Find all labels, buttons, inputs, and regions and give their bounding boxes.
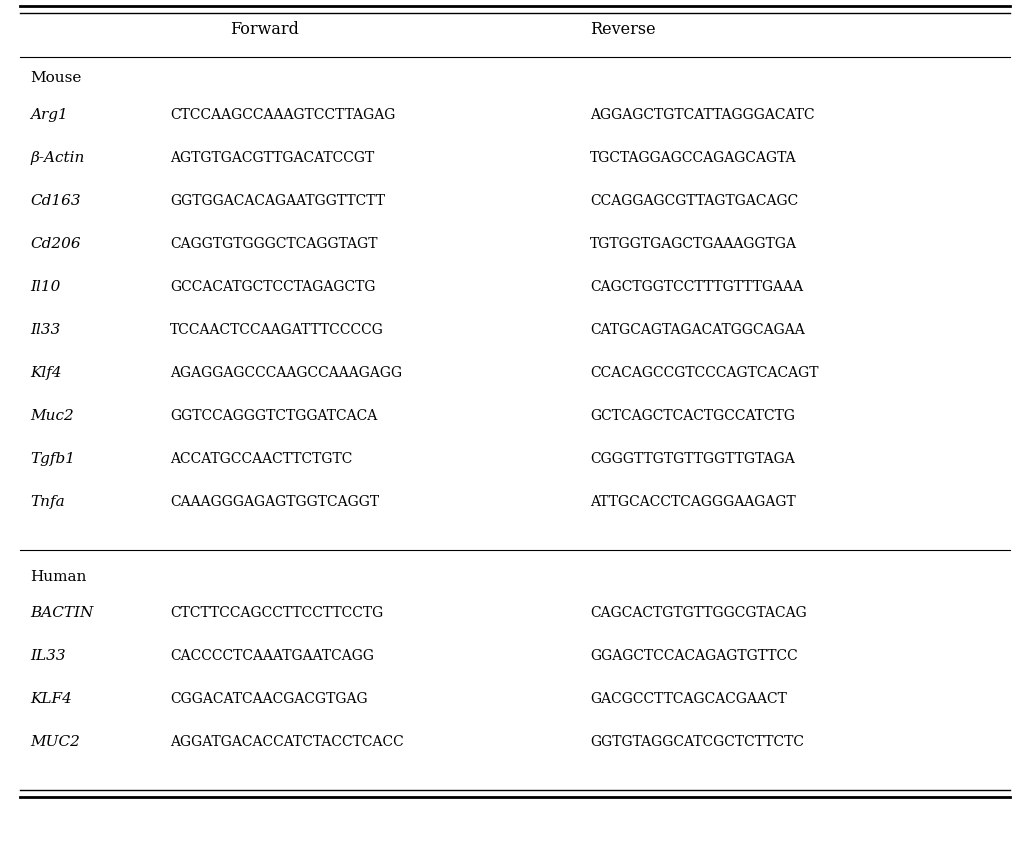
Text: TGCTAGGAGCCAGAGCAGTA: TGCTAGGAGCCAGAGCAGTA xyxy=(590,151,796,165)
Text: GCTCAGCTCACTGCCATCTG: GCTCAGCTCACTGCCATCTG xyxy=(590,409,795,423)
Text: TGTGGTGAGCTGAAAGGTGA: TGTGGTGAGCTGAAAGGTGA xyxy=(590,237,797,251)
Text: GGTGGACACAGAATGGTTCTT: GGTGGACACAGAATGGTTCTT xyxy=(170,194,385,208)
Text: AGGATGACACCATCTACCTCACC: AGGATGACACCATCTACCTCACC xyxy=(170,735,404,749)
Text: GGAGCTCCACAGAGTGTTCC: GGAGCTCCACAGAGTGTTCC xyxy=(590,649,797,663)
Text: CAGGTGTGGGCTCAGGTAGT: CAGGTGTGGGCTCAGGTAGT xyxy=(170,237,377,251)
Text: Cd206: Cd206 xyxy=(30,237,81,251)
Text: CATGCAGTAGACATGGCAGAA: CATGCAGTAGACATGGCAGAA xyxy=(590,323,805,337)
Text: AGTGTGACGTTGACATCCGT: AGTGTGACGTTGACATCCGT xyxy=(170,151,374,165)
Text: MUC2: MUC2 xyxy=(30,735,80,749)
Text: Tnfa: Tnfa xyxy=(30,495,65,509)
Text: Forward: Forward xyxy=(230,21,299,39)
Text: BACTIN: BACTIN xyxy=(30,606,93,620)
Text: Il33: Il33 xyxy=(30,323,60,337)
Text: Arg1: Arg1 xyxy=(30,108,68,122)
Text: AGGAGCTGTCATTAGGGACATC: AGGAGCTGTCATTAGGGACATC xyxy=(590,108,815,122)
Text: CTCTTCCAGCCTTCCTTCCTG: CTCTTCCAGCCTTCCTTCCTG xyxy=(170,606,383,620)
Text: Reverse: Reverse xyxy=(590,21,656,39)
Text: CGGACATCAACGACGTGAG: CGGACATCAACGACGTGAG xyxy=(170,692,368,706)
Text: Il10: Il10 xyxy=(30,280,60,294)
Text: GGTGTAGGCATCGCTCTTCTC: GGTGTAGGCATCGCTCTTCTC xyxy=(590,735,804,749)
Text: CAGCTGGTCCTTTGTTTGAAA: CAGCTGGTCCTTTGTTTGAAA xyxy=(590,280,803,294)
Text: ATTGCACCTCAGGGAAGAGT: ATTGCACCTCAGGGAAGAGT xyxy=(590,495,795,509)
Text: IL33: IL33 xyxy=(30,649,66,663)
Text: Cd163: Cd163 xyxy=(30,194,81,208)
Text: CCACAGCCGTCCCAGTCACAGT: CCACAGCCGTCCCAGTCACAGT xyxy=(590,366,818,380)
Text: GACGCCTTCAGCACGAACT: GACGCCTTCAGCACGAACT xyxy=(590,692,787,706)
Text: CGGGTTGTGTTGGTTGTAGA: CGGGTTGTGTTGGTTGTAGA xyxy=(590,452,794,466)
Text: Tgfb1: Tgfb1 xyxy=(30,452,75,466)
Text: Mouse: Mouse xyxy=(30,71,82,85)
Text: GCCACATGCTCCTAGAGCTG: GCCACATGCTCCTAGAGCTG xyxy=(170,280,376,294)
Text: Human: Human xyxy=(30,570,87,584)
Text: Muc2: Muc2 xyxy=(30,409,73,423)
Text: AGAGGAGCCCAAGCCAAAGAGG: AGAGGAGCCCAAGCCAAAGAGG xyxy=(170,366,402,380)
Text: ACCATGCCAACTTCTGTC: ACCATGCCAACTTCTGTC xyxy=(170,452,352,466)
Text: CAGCACTGTGTTGGCGTACAG: CAGCACTGTGTTGGCGTACAG xyxy=(590,606,807,620)
Text: CAAAGGGAGAGTGGTCAGGT: CAAAGGGAGAGTGGTCAGGT xyxy=(170,495,379,509)
Text: TCCAACTCCAAGATTTCCCCG: TCCAACTCCAAGATTTCCCCG xyxy=(170,323,384,337)
Text: β-Actin: β-Actin xyxy=(30,151,85,165)
Text: Klf4: Klf4 xyxy=(30,366,62,380)
Text: GGTCCAGGGTCTGGATCACA: GGTCCAGGGTCTGGATCACA xyxy=(170,409,377,423)
Text: CACCCCTCAAATGAATCAGG: CACCCCTCAAATGAATCAGG xyxy=(170,649,374,663)
Text: KLF4: KLF4 xyxy=(30,692,72,706)
Text: CTCCAAGCCAAAGTCCTTAGAG: CTCCAAGCCAAAGTCCTTAGAG xyxy=(170,108,396,122)
Text: CCAGGAGCGTTAGTGACAGC: CCAGGAGCGTTAGTGACAGC xyxy=(590,194,799,208)
